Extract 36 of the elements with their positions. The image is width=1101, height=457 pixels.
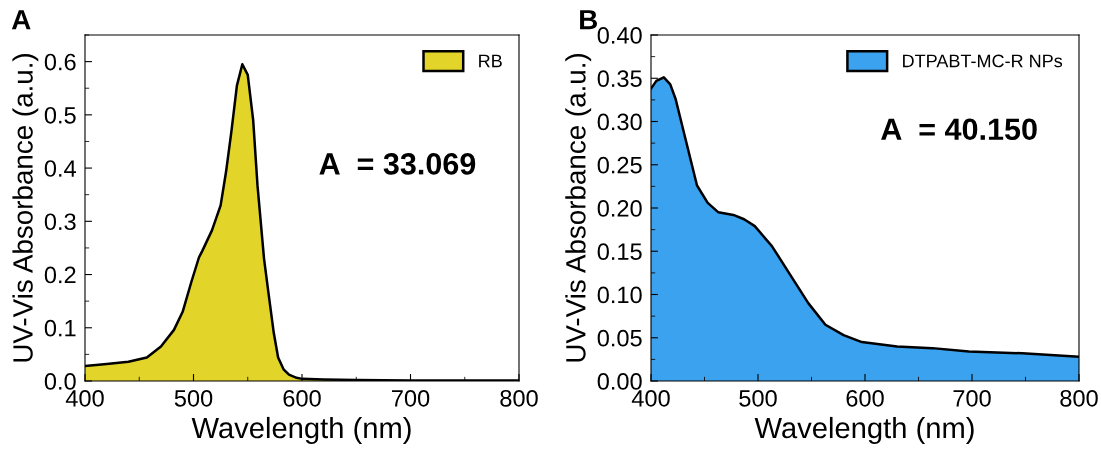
x-tick-label: 500 — [174, 389, 213, 407]
y-tick-label: 0.6 — [44, 53, 76, 71]
y-tick-label: 0.40 — [597, 27, 642, 44]
y-tick-label: 0.20 — [597, 200, 642, 217]
y-tick-label: 0.5 — [44, 106, 76, 124]
y-axis-title: UV-Vis Absorbance (a.u.) — [12, 54, 39, 362]
y-tick-label: 0.25 — [597, 156, 642, 174]
annotation: A = 40.150 — [881, 118, 1037, 141]
y-tick-label: 0.10 — [597, 286, 642, 304]
y-tick-label: 0.1 — [44, 319, 76, 337]
x-tick-label: 500 — [739, 389, 777, 407]
legend-label: RB — [479, 54, 502, 68]
x-axis-title: Wavelength (nm) — [754, 416, 974, 445]
legend-label: DTPABT-MC-R NPs — [903, 54, 1063, 68]
annotation: A = 33.069 — [319, 153, 476, 175]
chart-title: B — [580, 10, 598, 30]
x-tick-label: 600 — [283, 389, 321, 407]
y-tick-label: 0.4 — [44, 160, 76, 177]
y-tick-label: 0.2 — [44, 266, 76, 284]
x-tick-label: 800 — [1060, 389, 1098, 407]
x-tick-label: 400 — [65, 389, 104, 407]
x-tick-label: 700 — [392, 389, 430, 407]
y-tick-label: 0.15 — [597, 243, 642, 261]
y-tick-label: 0.0 — [44, 373, 76, 390]
y-tick-label: 0.05 — [597, 329, 642, 347]
chart-title: A — [11, 10, 31, 30]
y-tick-label: 0.35 — [597, 70, 642, 88]
y-tick-label: 0.00 — [597, 373, 642, 390]
x-tick-label: 800 — [500, 389, 538, 407]
x-axis-title: Wavelength (nm) — [191, 416, 411, 445]
x-tick-label: 400 — [631, 389, 670, 407]
y-axis-title: UV-Vis Absorbance (a.u.) — [565, 54, 592, 362]
x-tick-label: 600 — [846, 389, 884, 407]
y-tick-label: 0.3 — [44, 213, 76, 231]
y-tick-label: 0.30 — [597, 113, 642, 131]
x-tick-label: 700 — [953, 389, 991, 407]
